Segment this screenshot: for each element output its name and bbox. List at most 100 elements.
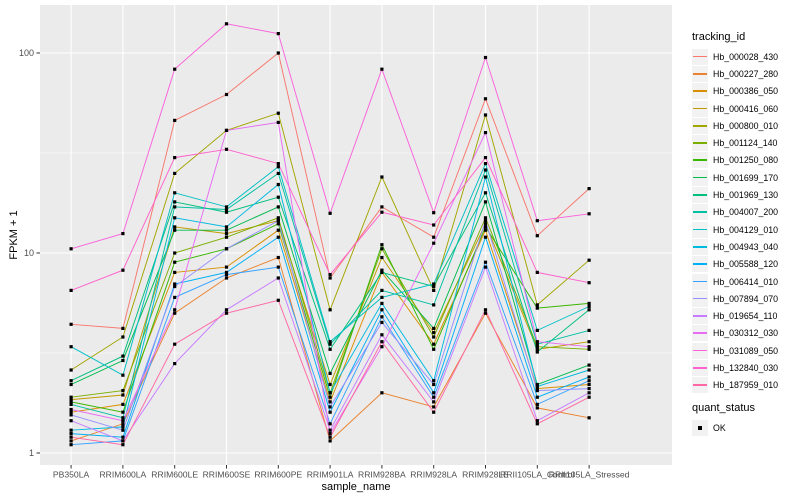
data-point	[380, 205, 384, 209]
data-point	[432, 326, 436, 330]
data-point	[224, 232, 229, 236]
data-point	[121, 422, 125, 426]
data-point	[121, 358, 125, 363]
legend-item-label: Hb_004129_010	[713, 224, 779, 235]
data-point	[483, 260, 488, 264]
data-point	[432, 223, 436, 227]
data-point	[535, 384, 539, 389]
x-tick-label: RRIM600SE	[203, 470, 251, 480]
data-point	[224, 147, 229, 151]
legend-item: OK	[692, 419, 755, 436]
data-point	[224, 225, 229, 229]
data-point	[328, 435, 332, 439]
legend-item-label: Hb_132840_030	[713, 362, 779, 373]
data-point	[121, 232, 125, 236]
legend-key-line	[692, 100, 708, 117]
data-point	[432, 391, 436, 395]
data-point	[173, 308, 177, 312]
legend-key-line	[692, 169, 708, 186]
x-tick-label: RRIM928LE	[462, 470, 509, 480]
data-point	[69, 419, 73, 423]
data-point	[328, 347, 332, 351]
data-point	[224, 265, 229, 269]
legend-key-line	[692, 83, 708, 100]
legend-item-label: Hb_001250_080	[713, 155, 779, 166]
data-point	[173, 282, 177, 286]
x-axis-title: sample_name	[321, 481, 391, 493]
x-tick-label: RRII105LA_Stressed	[549, 470, 630, 480]
data-point	[587, 375, 591, 379]
data-point	[69, 247, 73, 251]
data-point	[380, 295, 384, 299]
legend-key-line	[692, 152, 708, 169]
data-point	[276, 182, 280, 187]
legend-item-label: Hb_000028_430	[713, 51, 779, 62]
legend-key-line	[692, 65, 708, 82]
data-point	[69, 398, 73, 402]
data-point	[224, 228, 229, 232]
data-point	[380, 315, 384, 319]
data-point	[121, 416, 125, 420]
data-point	[328, 371, 332, 375]
data-point	[121, 419, 125, 423]
data-point	[173, 118, 177, 122]
data-point	[535, 419, 539, 423]
legend-item: Hb_132840_030	[692, 359, 778, 376]
data-point	[69, 402, 73, 406]
plot-panel	[40, 5, 672, 465]
legend-item-label: Hb_031089_050	[713, 345, 779, 356]
legend-item: Hb_007894_070	[692, 290, 778, 307]
data-point	[173, 284, 177, 289]
legend-item-label: Hb_019654_110	[713, 311, 778, 322]
data-point	[173, 156, 177, 160]
data-point	[535, 340, 539, 344]
data-point	[173, 295, 177, 299]
data-point	[328, 400, 332, 404]
data-point	[276, 255, 280, 260]
data-point	[224, 205, 229, 209]
x-tick-label: RRIM928LA	[410, 470, 457, 480]
data-point	[535, 234, 539, 238]
data-point	[432, 405, 436, 409]
data-point	[380, 255, 384, 260]
data-point	[173, 251, 177, 255]
data-point	[432, 395, 436, 399]
data-point	[483, 156, 488, 160]
data-point	[535, 306, 539, 310]
data-point	[276, 235, 280, 239]
data-point	[535, 422, 539, 426]
legend-item-label: Hb_000227_280	[713, 68, 779, 79]
data-point	[535, 387, 539, 391]
legend-key-line	[692, 342, 708, 359]
data-point	[224, 270, 229, 274]
data-point	[276, 165, 280, 169]
data-point	[328, 432, 332, 436]
data-point	[173, 225, 177, 229]
data-point	[380, 243, 384, 247]
data-point	[69, 368, 73, 372]
data-point	[535, 395, 539, 399]
data-point	[587, 187, 591, 191]
legend-item: Hb_031089_050	[692, 342, 778, 359]
legend-item-label: Hb_007894_070	[713, 293, 779, 304]
data-point	[173, 228, 177, 232]
data-point	[121, 335, 125, 339]
data-point	[432, 284, 436, 289]
data-point	[380, 340, 384, 344]
data-point	[432, 303, 436, 307]
legend-item: Hb_000028_430	[692, 48, 778, 65]
legend-item: Hb_000800_010	[692, 117, 778, 134]
data-point	[535, 342, 539, 346]
data-point	[69, 428, 73, 432]
data-point	[276, 162, 280, 166]
data-point	[173, 67, 177, 71]
data-point	[121, 410, 125, 414]
data-point	[587, 395, 591, 399]
data-point	[483, 55, 488, 60]
data-point	[276, 265, 280, 269]
legend-item: Hb_001250_080	[692, 152, 778, 169]
legend-key-line	[692, 308, 708, 325]
y-tick-label: 100	[19, 48, 34, 58]
data-point	[432, 331, 436, 335]
